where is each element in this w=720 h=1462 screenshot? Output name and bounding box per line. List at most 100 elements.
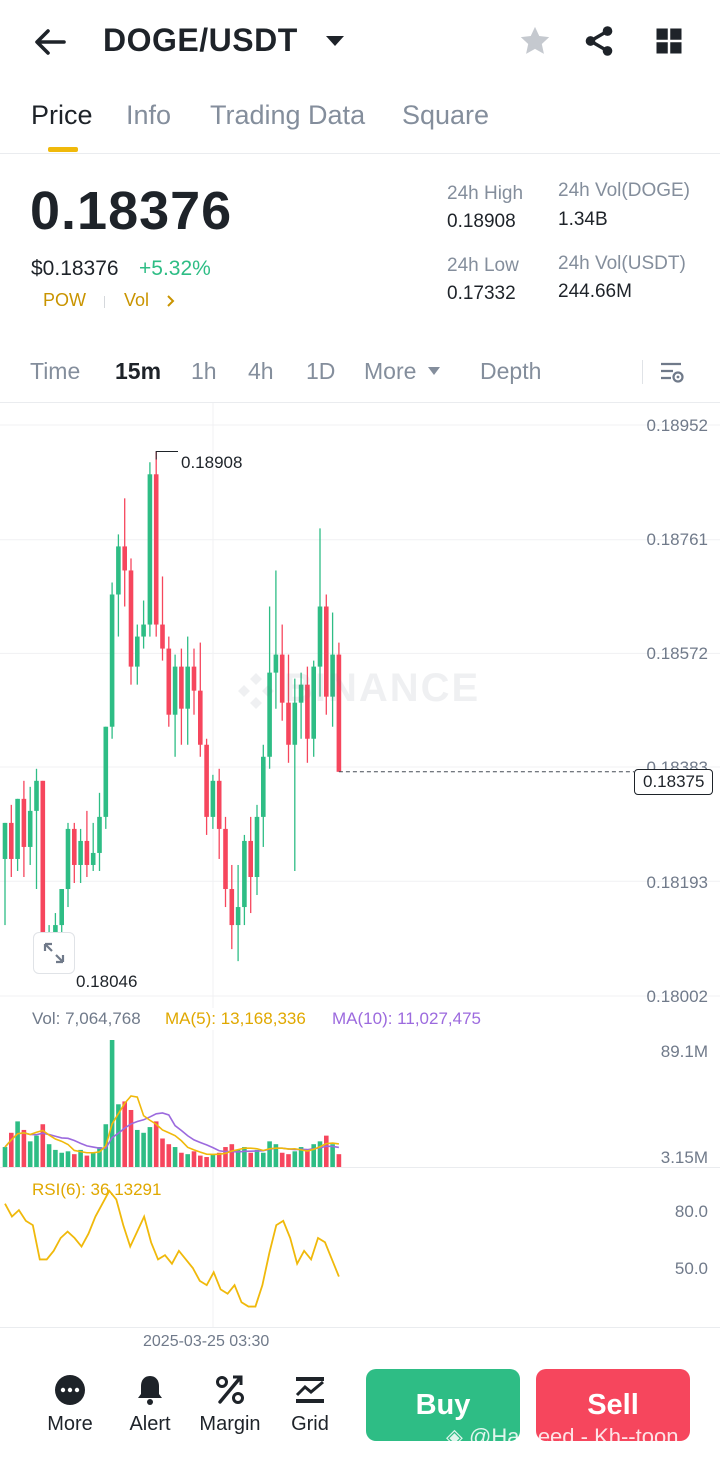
volume-bar xyxy=(223,1147,228,1167)
time-axis-label: 2025-03-25 03:30 xyxy=(143,1333,270,1350)
volume-bar xyxy=(21,1129,27,1167)
candle-body xyxy=(103,726,109,817)
volume-bar xyxy=(185,1154,190,1167)
volume-bar xyxy=(166,1144,172,1167)
tf-15m[interactable]: 15m xyxy=(115,358,162,384)
volume-bar xyxy=(27,1141,33,1167)
more-label: More xyxy=(47,1413,93,1435)
candle-body xyxy=(267,672,272,757)
pair-dropdown-icon[interactable] xyxy=(324,30,346,57)
volume-bar xyxy=(229,1144,235,1167)
chart-settings-icon[interactable] xyxy=(658,358,686,391)
favorite-star-icon[interactable] xyxy=(518,24,552,63)
tab-trading-data[interactable]: Trading Data xyxy=(210,100,366,130)
candlestick-chart[interactable] xyxy=(0,403,720,1008)
volume-bar xyxy=(59,1152,64,1167)
rsi-axis-label: 50.0 xyxy=(674,1259,708,1278)
chevron-right-icon[interactable] xyxy=(164,293,178,314)
low-label: 24h Low xyxy=(447,255,519,276)
rsi-legend: RSI(6): 36.13291 xyxy=(32,1180,162,1199)
tf-more[interactable]: More xyxy=(364,358,417,384)
candle-body xyxy=(242,840,247,908)
tf-time[interactable]: Time xyxy=(30,358,81,384)
ma10-line xyxy=(4,1112,340,1153)
candle-body xyxy=(15,798,20,859)
price-axis-label: 0.18952 xyxy=(646,416,708,435)
price-axis-label: 0.18761 xyxy=(646,530,708,549)
candle-body xyxy=(153,474,159,625)
price-change: +5.32% xyxy=(139,257,211,280)
volume-bar xyxy=(84,1155,90,1167)
volume-bar xyxy=(248,1152,253,1167)
volume-bar xyxy=(210,1154,216,1167)
vol-base-value: 1.34B xyxy=(558,209,608,230)
candle-body xyxy=(336,654,342,772)
candle-body xyxy=(261,756,266,817)
candle-body xyxy=(2,822,8,859)
candle-body xyxy=(65,828,71,890)
margin-button[interactable]: Margin xyxy=(195,1373,265,1436)
candle-body xyxy=(330,654,335,697)
alert-button[interactable]: Alert xyxy=(115,1373,185,1436)
candle-body xyxy=(198,690,203,745)
buy-button[interactable]: Buy xyxy=(366,1369,520,1441)
high-label: 24h High xyxy=(447,183,524,204)
more-dropdown-icon[interactable] xyxy=(427,364,441,382)
back-arrow-icon xyxy=(35,29,66,55)
tf-depth[interactable]: Depth xyxy=(480,358,542,384)
candle-body xyxy=(141,624,146,637)
ma5-line xyxy=(4,1095,340,1156)
tf-4h[interactable]: 4h xyxy=(248,358,274,384)
volume-bar xyxy=(109,1040,115,1167)
more-button[interactable]: More xyxy=(35,1373,105,1436)
grid-bot-icon xyxy=(295,1377,324,1403)
tag-pow[interactable]: POW xyxy=(43,290,86,310)
current-price-tag: 0.18375 xyxy=(634,769,714,795)
volume-chart[interactable] xyxy=(0,1030,720,1168)
volume-bar xyxy=(191,1151,197,1167)
candle-body xyxy=(179,666,184,709)
volume-bar xyxy=(65,1151,71,1167)
vol-base-label: 24h Vol(DOGE) xyxy=(558,180,690,201)
share-icon[interactable] xyxy=(582,24,616,63)
rsi-chart[interactable] xyxy=(0,1168,720,1328)
tab-info[interactable]: Info xyxy=(126,100,172,130)
candle-body xyxy=(122,546,127,571)
sell-button[interactable]: Sell xyxy=(536,1369,690,1441)
grid-label: Grid xyxy=(291,1413,329,1435)
candle-body xyxy=(292,702,298,745)
vol-divider xyxy=(0,1167,720,1168)
candle-body xyxy=(147,474,153,625)
candle-body xyxy=(210,780,216,817)
volume-bar xyxy=(141,1132,146,1167)
timeframe-divider xyxy=(0,402,720,403)
volume-bar xyxy=(128,1109,134,1167)
rsi-axis-label: 80.0 xyxy=(674,1202,708,1221)
percent-icon xyxy=(216,1375,244,1404)
volume-bar xyxy=(267,1141,272,1167)
expand-icon xyxy=(43,942,65,964)
price-axis-label: 0.18572 xyxy=(646,644,708,663)
volume-bar xyxy=(147,1127,153,1167)
candle-body xyxy=(317,606,323,667)
candle-body xyxy=(305,684,310,739)
candle-body xyxy=(298,684,304,703)
candle-body xyxy=(254,816,260,877)
watermark-credit: ◈ @Hameed - Kh--toon xyxy=(446,1424,679,1449)
grid-button[interactable]: Grid xyxy=(275,1373,345,1436)
volume-bar xyxy=(153,1121,159,1167)
volume-bar xyxy=(204,1157,209,1167)
fullscreen-button[interactable] xyxy=(33,932,75,974)
active-tab-indicator xyxy=(48,147,78,152)
tab-square[interactable]: Square xyxy=(402,100,490,130)
back-button[interactable] xyxy=(30,22,70,62)
candle-body xyxy=(204,744,209,817)
tf-1h[interactable]: 1h xyxy=(191,358,217,384)
pair-title[interactable]: DOGE/USDT xyxy=(103,22,298,58)
tag-vol[interactable]: Vol xyxy=(124,290,150,310)
candle-body xyxy=(84,840,90,865)
tab-price[interactable]: Price xyxy=(31,100,93,130)
tf-1d[interactable]: 1D xyxy=(306,358,336,384)
candle-body xyxy=(128,570,134,667)
grid-menu-icon[interactable] xyxy=(654,26,684,61)
